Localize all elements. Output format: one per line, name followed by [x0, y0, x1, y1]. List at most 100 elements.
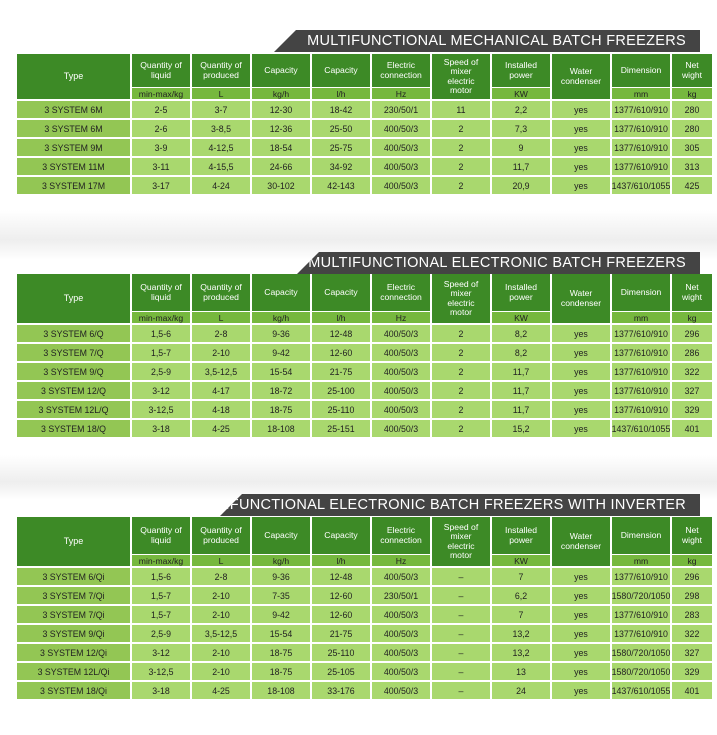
column-header: Type	[17, 54, 130, 99]
table-cell: 4-25	[192, 682, 250, 699]
table-cell: 25-151	[312, 420, 370, 437]
column-header: Installed power	[492, 517, 550, 554]
table-cell: 12-60	[312, 587, 370, 604]
table-cell: 400/50/3	[372, 120, 430, 137]
table-cell: 4-12,5	[192, 139, 250, 156]
column-header: Capacity	[312, 274, 370, 311]
table-cell: 400/50/3	[372, 158, 430, 175]
table-cell: 12-30	[252, 101, 310, 118]
table-cell: 3,5-12,5	[192, 363, 250, 380]
unit-cell: min-max/kg	[132, 312, 190, 323]
model-name-cell: 3 SYSTEM 18/Q	[17, 420, 130, 437]
table-cell: 2	[432, 120, 490, 137]
model-name-cell: 3 SYSTEM 6/Qi	[17, 568, 130, 585]
table-cell: 1377/610/910	[612, 120, 670, 137]
column-header: Capacity	[252, 54, 310, 87]
table-cell: yes	[552, 568, 610, 585]
table-cell: 34-92	[312, 158, 370, 175]
table-cell: –	[432, 587, 490, 604]
table-cell: 24-66	[252, 158, 310, 175]
table-cell: 1580/720/1050	[612, 663, 670, 680]
table-cell: yes	[552, 363, 610, 380]
table-cell: 18-108	[252, 420, 310, 437]
table-cell: 3,5-12,5	[192, 625, 250, 642]
table-cell: yes	[552, 139, 610, 156]
model-name-cell: 3 SYSTEM 7/Qi	[17, 587, 130, 604]
table-cell: 11,7	[492, 382, 550, 399]
table-cell: 8,2	[492, 344, 550, 361]
table-cell: 18-42	[312, 101, 370, 118]
column-header: Capacity	[252, 517, 310, 554]
table-cell: 3-7	[192, 101, 250, 118]
table-cell: 3-11	[132, 158, 190, 175]
table-cell: 286	[672, 344, 712, 361]
table-cell: 25-75	[312, 139, 370, 156]
model-name-cell: 3 SYSTEM 12/Qi	[17, 644, 130, 661]
table-cell: 3-12,5	[132, 401, 190, 418]
model-name-cell: 3 SYSTEM 12L/Qi	[17, 663, 130, 680]
table-cell: 1377/610/910	[612, 363, 670, 380]
table-cell: 30-102	[252, 177, 310, 194]
table-cell: 18-75	[252, 663, 310, 680]
unit-cell: L	[192, 88, 250, 99]
table-cell: 327	[672, 382, 712, 399]
unit-cell: l/h	[312, 312, 370, 323]
table-cell: 18-75	[252, 644, 310, 661]
table-cell: 9	[492, 139, 550, 156]
table-cell: 12-36	[252, 120, 310, 137]
column-header: Net wight	[672, 274, 712, 311]
unit-cell: kg	[672, 312, 712, 323]
table-cell: 400/50/3	[372, 344, 430, 361]
column-header: Speed of mixer electric motor	[432, 517, 490, 566]
model-name-cell: 3 SYSTEM 18/Qi	[17, 682, 130, 699]
column-header: Net wight	[672, 54, 712, 87]
column-header: Speed of mixer electric motor	[432, 54, 490, 99]
table-cell: –	[432, 682, 490, 699]
table-cell: yes	[552, 101, 610, 118]
table-cell: 296	[672, 325, 712, 342]
table-cell: 296	[672, 568, 712, 585]
column-header: Installed power	[492, 54, 550, 87]
table-cell: 15,2	[492, 420, 550, 437]
model-name-cell: 3 SYSTEM 17M	[17, 177, 130, 194]
table-cell: yes	[552, 158, 610, 175]
column-header: Type	[17, 274, 130, 323]
table-cell: 3-12	[132, 382, 190, 399]
table-cell: yes	[552, 344, 610, 361]
table-cell: 13	[492, 663, 550, 680]
table-cell: yes	[552, 420, 610, 437]
column-header: Capacity	[312, 517, 370, 554]
table-cell: 1,5-6	[132, 568, 190, 585]
table-cell: yes	[552, 177, 610, 194]
unit-cell: L	[192, 555, 250, 566]
table-cell: 18-72	[252, 382, 310, 399]
inverter-freezers-table: Type Quantity of liquid Quantity of produc…	[17, 517, 712, 699]
table-cell: 25-110	[312, 401, 370, 418]
column-header: Electric connection	[372, 274, 430, 311]
table-cell: 8,2	[492, 325, 550, 342]
table-cell: 1377/610/910	[612, 382, 670, 399]
table-cell: 2-10	[192, 644, 250, 661]
column-header: Installed power	[492, 274, 550, 311]
table-cell: 12-48	[312, 325, 370, 342]
table-cell: 24	[492, 682, 550, 699]
unit-cell: kg	[672, 555, 712, 566]
table-cell: 18-75	[252, 401, 310, 418]
table-cell: 18-54	[252, 139, 310, 156]
table-cell: 9-36	[252, 568, 310, 585]
model-name-cell: 3 SYSTEM 6M	[17, 101, 130, 118]
table-cell: 3-8,5	[192, 120, 250, 137]
table-cell: 9-36	[252, 325, 310, 342]
table-cell: 313	[672, 158, 712, 175]
table-cell: 25-105	[312, 663, 370, 680]
column-header: Electric connection	[372, 517, 430, 554]
table-cell: 7	[492, 568, 550, 585]
table-cell: 33-176	[312, 682, 370, 699]
model-name-cell: 3 SYSTEM 6M	[17, 120, 130, 137]
column-header: Quantity of liquid	[132, 274, 190, 311]
table-cell: 1437/610/1055	[612, 177, 670, 194]
electronic-freezers-table: Type Quantity of liquid Quantity of produc…	[17, 274, 712, 437]
table-cell: 25-100	[312, 382, 370, 399]
table-cell: 6,2	[492, 587, 550, 604]
column-header: Capacity	[312, 54, 370, 87]
